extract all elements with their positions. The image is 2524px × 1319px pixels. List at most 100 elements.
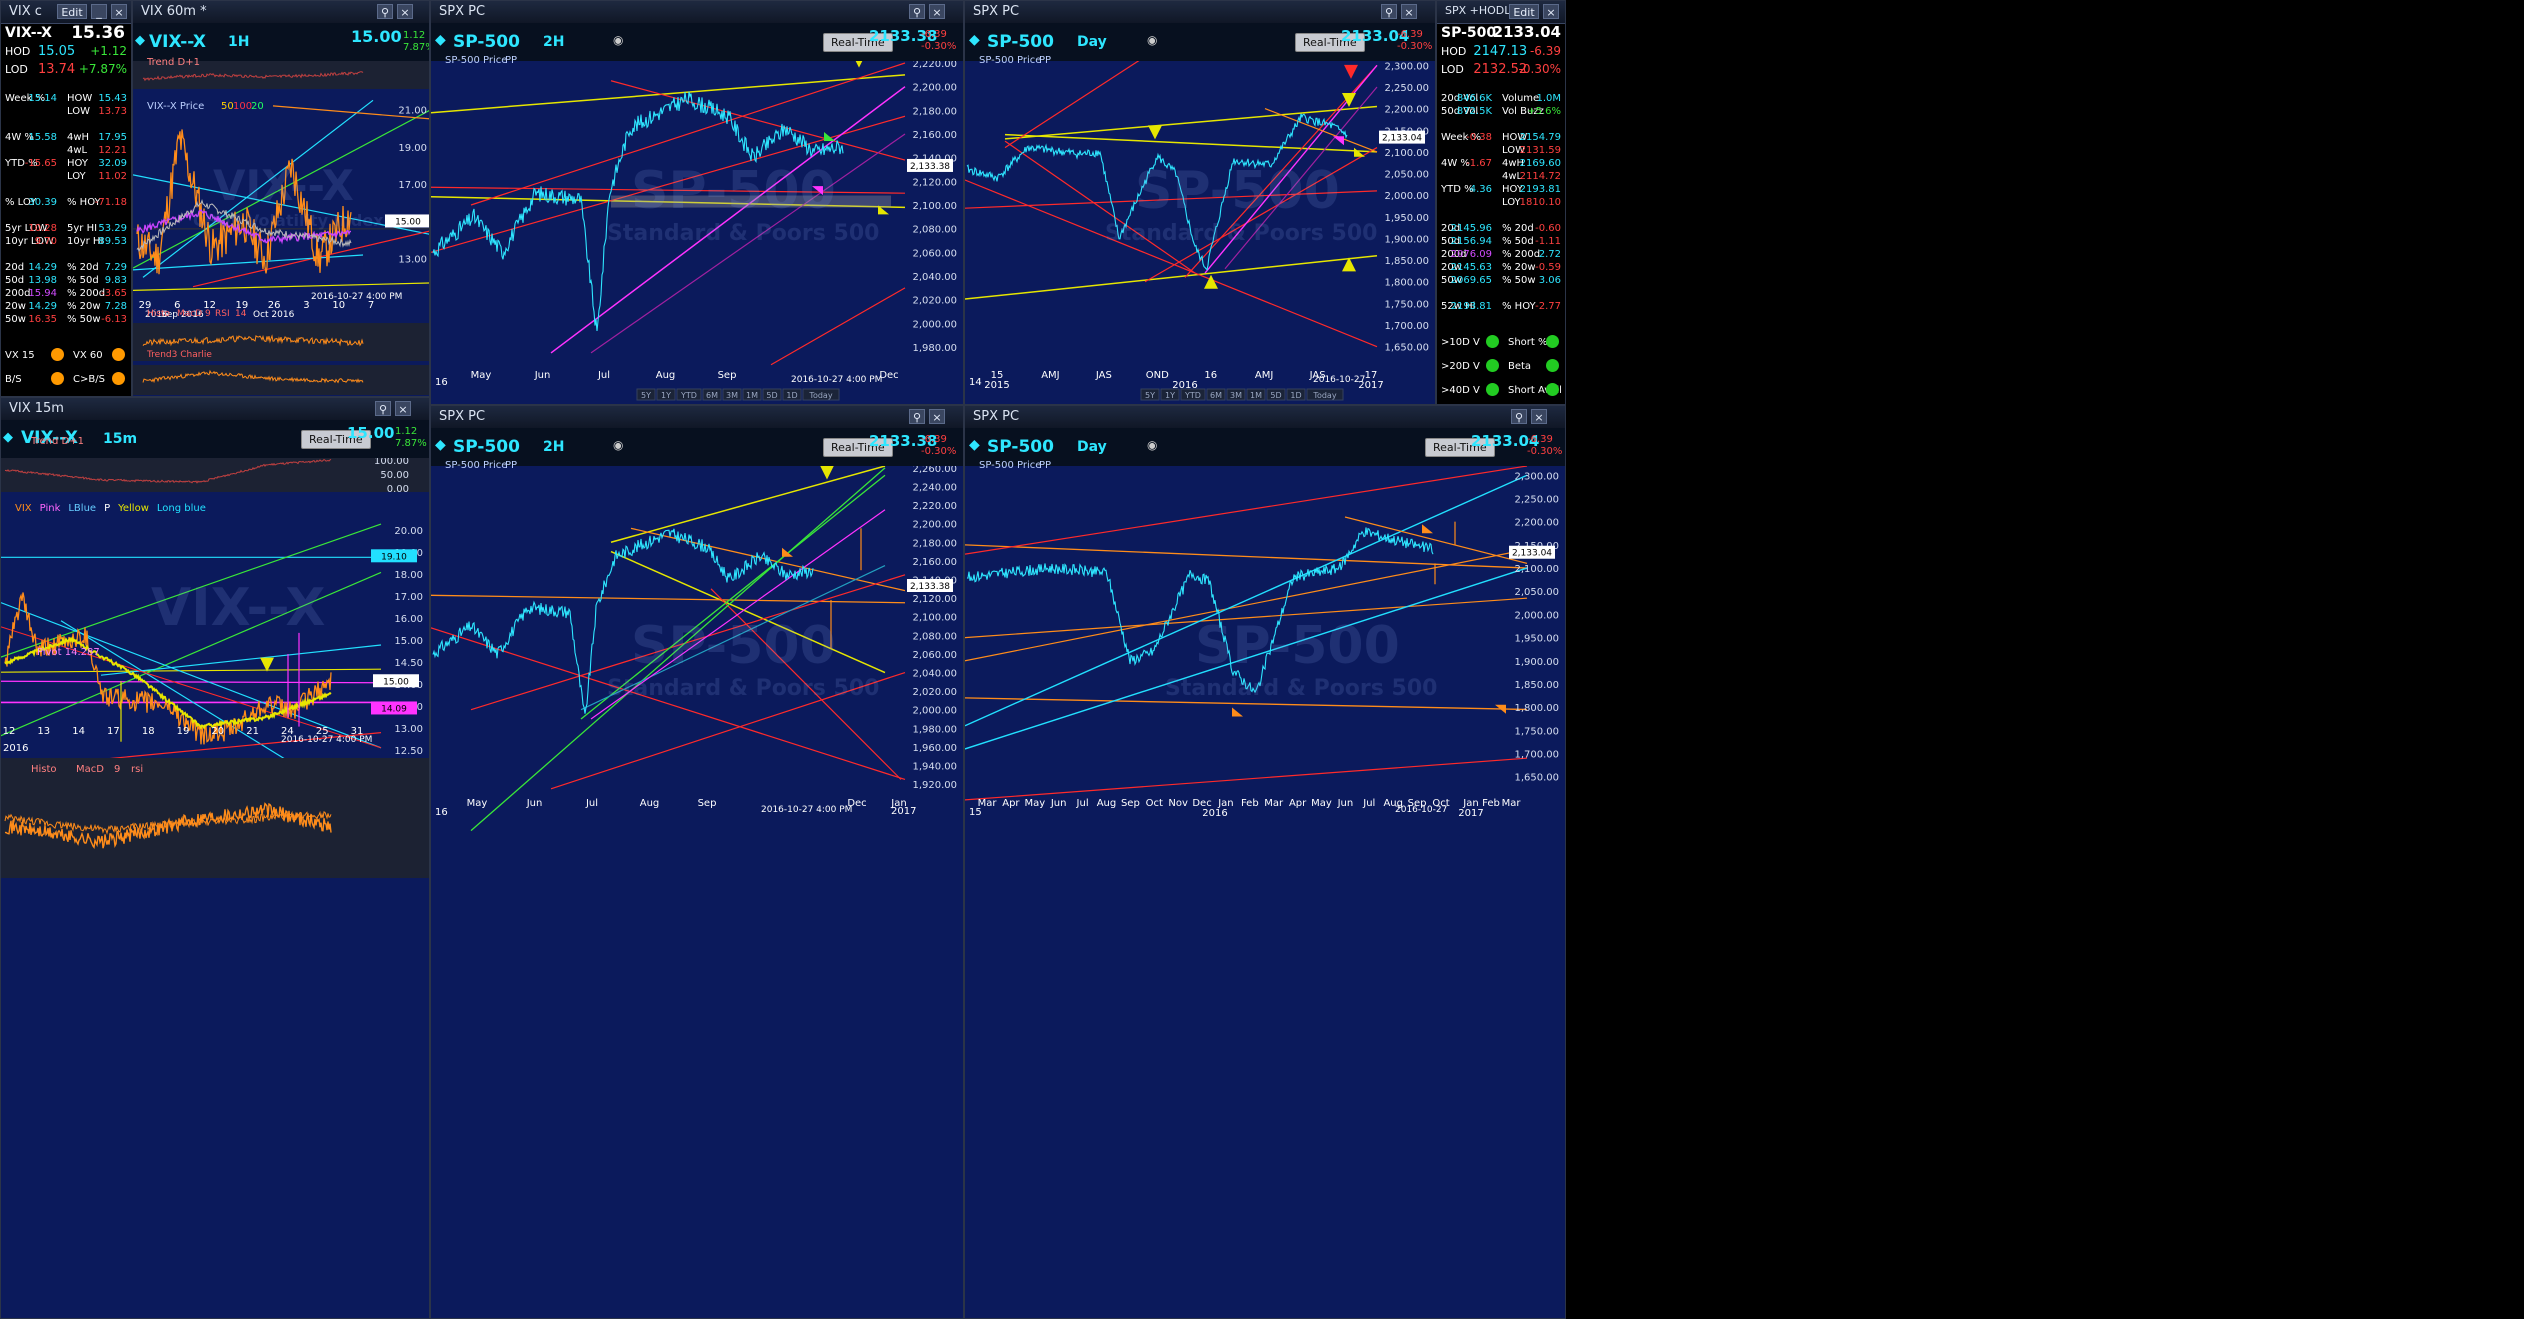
vix60-price-label: VIX--X Price	[147, 101, 205, 112]
timeframe-button	[676, 388, 702, 401]
vix15-legend-item[interactable]: LBlue	[68, 503, 97, 514]
close-icon[interactable]: ×	[929, 4, 945, 19]
close-icon[interactable]: ×	[929, 409, 945, 424]
close-icon[interactable]: ×	[1543, 4, 1559, 19]
vix60-change: 1.12	[403, 30, 426, 41]
link-icon[interactable]: ⚲	[909, 4, 925, 19]
spx-2h-chart-top[interactable]: SPX PC ⚲ × ◆ SP-500 2H ◉ Real-Time 2133.…	[430, 0, 964, 405]
spx-day-chart-bottom[interactable]: SPX PC ⚲ × ◆ SP-500 Day ◉ Real-Time 2133…	[964, 405, 1566, 1319]
link-icon[interactable]: ⚲	[1381, 4, 1397, 19]
spxday-bot-symbol[interactable]: SP-500	[987, 437, 1054, 457]
vix60-symbol[interactable]: VIX--X	[149, 32, 207, 52]
quote-label: HOY	[67, 158, 88, 169]
gear-icon[interactable]: ◆	[969, 32, 980, 48]
vix15-symbol[interactable]: VIX--X	[21, 428, 79, 448]
close-icon[interactable]: ×	[1401, 4, 1417, 19]
trend-line	[550, 671, 906, 790]
spx-day-chart-top[interactable]: SPX PC ⚲ × ◆ SP-500 Day ◉ Real-Time 2133…	[964, 0, 1436, 405]
vix15-legend-item[interactable]: Pink	[39, 503, 61, 514]
spx2h-top-plot[interactable]: 2,220.002,200.002,180.002,160.002,140.00…	[431, 55, 963, 404]
spxday-bot-pp: PP	[1039, 460, 1052, 471]
minimize-button[interactable]: _	[91, 4, 107, 19]
edit-menu[interactable]: Edit	[1509, 4, 1539, 19]
timeframe-button	[702, 388, 722, 401]
vix15-interval[interactable]: 15m	[103, 431, 138, 447]
link-icon[interactable]: ⚲	[375, 401, 391, 416]
spx2h-top-interval[interactable]: 2H	[543, 34, 565, 50]
close-icon[interactable]: ×	[111, 4, 127, 19]
gear-icon[interactable]: ◆	[969, 437, 980, 453]
vix-60m-chart[interactable]: VIX 60m * ⚲ × ◆ VIX--X 1H 15.00 1.12 7.8…	[132, 0, 430, 397]
link-icon[interactable]: ⚲	[377, 4, 393, 19]
arrow-icon	[1342, 92, 1356, 107]
spx-quote-panel: SPX +HODLOD Edit × SP-500 2133.04 HOD 214…	[1436, 0, 1566, 405]
spx2h-top-svg: 2,220.002,200.002,180.002,160.002,140.00…	[431, 61, 963, 404]
link-icon[interactable]: ⚲	[909, 409, 925, 424]
spxday-bot-realtime-button[interactable]: Real-Time	[1425, 438, 1495, 457]
gear-icon[interactable]: ◆	[435, 32, 446, 48]
trend-line	[272, 105, 429, 120]
vix15-realtime-button[interactable]: Real-Time	[301, 430, 371, 449]
vix60-interval[interactable]: 1H	[228, 34, 250, 50]
signal-dot	[1546, 335, 1559, 348]
spxday-top-realtime-button[interactable]: Real-Time	[1295, 33, 1365, 52]
gear-icon[interactable]: ◆	[135, 33, 145, 48]
vix15-legend-item[interactable]: VIX	[15, 503, 32, 514]
close-icon[interactable]: ×	[397, 4, 413, 19]
x-tick-label: Jun	[526, 798, 543, 809]
camera-icon[interactable]: ◉	[1147, 438, 1158, 452]
spx-2h-chart-bottom[interactable]: SPX PC ⚲ × ◆ SP-500 2H ◉ Real-Time 2133.…	[430, 405, 964, 1319]
spxday-top-price: 2133.04	[1341, 27, 1410, 45]
spxday-top-plot[interactable]: 2,300.002,250.002,200.002,150.002,100.00…	[965, 55, 1435, 404]
price-tag-label: 15.00	[383, 677, 409, 687]
spx2h-top-timestamp: 2016-10-27 4:00 PM	[791, 375, 883, 385]
timeframe-button	[1160, 388, 1180, 401]
vix-quote-title: VIX c	[9, 4, 42, 19]
camera-icon[interactable]: ◉	[613, 33, 624, 47]
spxday-bot-titlebar: SPX PC ⚲ ×	[965, 406, 1565, 429]
spxday-bot-interval[interactable]: Day	[1077, 439, 1107, 455]
trend-line	[470, 62, 906, 206]
spx2h-top-realtime-button[interactable]: Real-Time	[823, 33, 893, 52]
y-tick-label: 2,200.00	[912, 520, 957, 531]
gear-icon[interactable]: ◆	[3, 430, 13, 445]
spx2h-bot-interval[interactable]: 2H	[543, 439, 565, 455]
spx2h-bot-titlebar: SPX PC ⚲ ×	[431, 406, 963, 429]
quote-label: % 200d	[67, 288, 106, 299]
y-tick-label: 1,980.00	[912, 724, 957, 735]
vix60-plot[interactable]: 21.0019.0017.0015.0013.0015.002961219263…	[133, 57, 429, 396]
camera-icon[interactable]: ◉	[1147, 33, 1158, 47]
arrow-icon	[1148, 125, 1162, 140]
arrow-icon	[1354, 147, 1365, 157]
link-icon[interactable]: ⚲	[1511, 409, 1527, 424]
quote-label: 20w	[1441, 262, 1462, 273]
vix15-plot[interactable]: 100.0050.000.0020.0019.0018.0017.0016.00…	[1, 436, 429, 1318]
y-tick-label: 1,850.00	[1384, 256, 1429, 267]
quote-label: 50d	[5, 275, 25, 286]
timeframe-label: Today	[808, 391, 832, 400]
edit-menu[interactable]: Edit	[57, 4, 87, 19]
spxday-bot-plot[interactable]: 2,300.002,250.002,200.002,150.002,100.00…	[965, 460, 1565, 1318]
close-icon[interactable]: ×	[395, 401, 411, 416]
vix15-legend-item[interactable]: P	[104, 503, 111, 514]
spxday-bot-title: SPX PC	[973, 409, 1020, 424]
spx2h-top-symbol[interactable]: SP-500	[453, 32, 520, 52]
spx2h-bot-plot[interactable]: 2,260.00 2,240.00 2,220.00 2,200.00 2,180.00…	[431, 460, 963, 1318]
timeframe-button	[636, 388, 656, 401]
x-tick-label: May	[467, 798, 488, 809]
spx2h-bot-symbol[interactable]: SP-500	[453, 437, 520, 457]
spxday-bot-change: -6.39	[1527, 434, 1553, 445]
spxday-top-symbol[interactable]: SP-500	[987, 32, 1054, 52]
spx2h-bot-realtime-button[interactable]: Real-Time	[823, 438, 893, 457]
gear-icon[interactable]: ◆	[435, 437, 446, 453]
x-tick-label: 12	[3, 726, 16, 737]
spx2h-bot-watermark: SP-500	[631, 616, 836, 676]
vix-15m-chart[interactable]: VIX 15m ⚲ × ◆ VIX--X 15m Real-Time 15.00…	[0, 397, 430, 1319]
vix15-legend-item[interactable]: Yellow	[118, 503, 149, 514]
plot-bg	[431, 466, 963, 1318]
y-tick-label: 1,960.00	[912, 743, 957, 754]
close-icon[interactable]: ×	[1531, 409, 1547, 424]
vix15-legend-item[interactable]: Long blue	[156, 503, 206, 514]
spxday-top-interval[interactable]: Day	[1077, 34, 1107, 50]
camera-icon[interactable]: ◉	[613, 438, 624, 452]
